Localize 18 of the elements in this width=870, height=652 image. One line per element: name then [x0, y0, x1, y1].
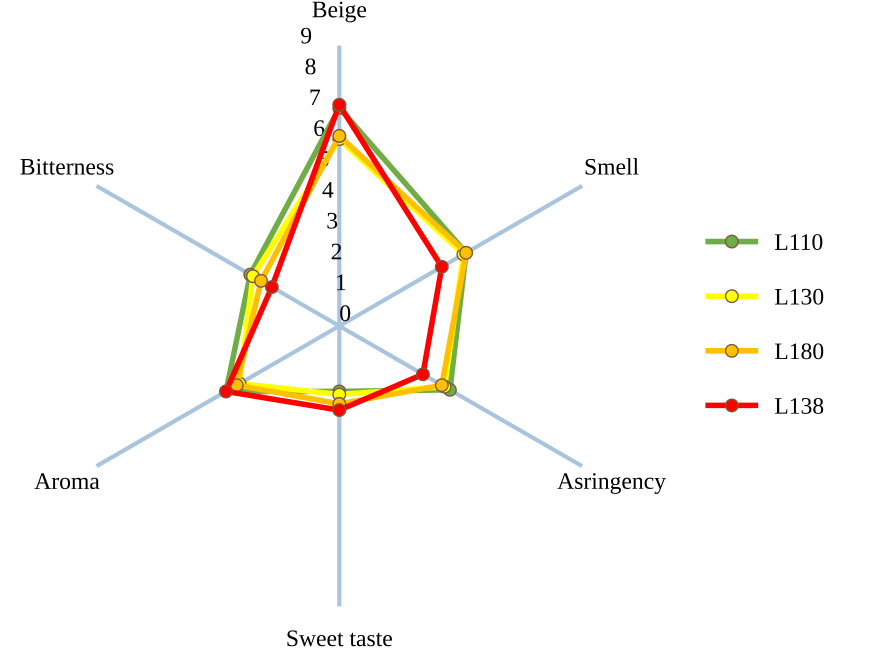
- legend-label: L138: [774, 398, 824, 414]
- spoke-label: Beige: [312, 2, 366, 22]
- y-tick-label: 0: [340, 305, 350, 322]
- y-tick-label: 7: [310, 90, 320, 106]
- legend-label: L130: [774, 288, 824, 305]
- spoke-label: Bitterness: [20, 158, 114, 175]
- y-tick-label: 9: [301, 28, 312, 44]
- y-tick-label: 1: [337, 274, 346, 290]
- spoke-label: Smell: [586, 158, 639, 175]
- legend-label: L180: [774, 343, 824, 360]
- y-tick-label: 3: [327, 212, 338, 229]
- spoke-label: Aroma: [34, 473, 100, 490]
- spoke-label: Sweet taste: [287, 630, 392, 646]
- y-tick-label: 8: [306, 58, 316, 74]
- y-tick-label: 2: [332, 244, 342, 260]
- spoke-label: Asringency: [557, 473, 666, 494]
- y-tick-label: 4: [322, 182, 334, 198]
- legend-label: L110: [774, 234, 822, 250]
